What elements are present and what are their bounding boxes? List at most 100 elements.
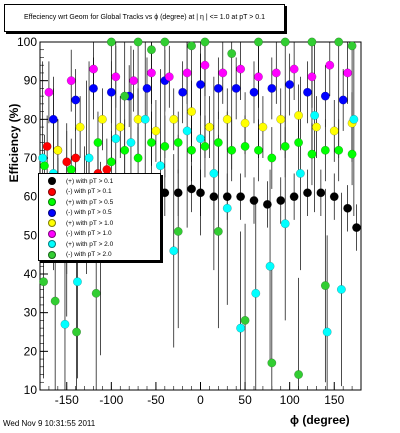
legend-entry: (+) with pT > 2.0 [39, 239, 160, 250]
data-point-series-5 [66, 76, 76, 86]
data-point-series-4 [75, 122, 85, 132]
x-tick-label: 150 [324, 393, 344, 407]
data-point-series-7 [106, 37, 116, 47]
data-point-series-7 [334, 37, 344, 47]
data-point-series-5 [182, 68, 192, 78]
data-point-series-0 [249, 196, 259, 205]
data-point-series-5 [200, 60, 210, 70]
legend-marker [48, 177, 56, 186]
data-point-series-4 [276, 114, 286, 124]
data-point-series-3 [213, 83, 223, 93]
data-point-series-4 [311, 122, 321, 132]
legend-marker [48, 240, 56, 249]
data-point-series-7 [147, 45, 156, 55]
y-tick-label: 30 [24, 306, 38, 320]
data-point-series-2 [40, 161, 49, 171]
data-point-series-6 [182, 126, 192, 136]
data-point-series-0 [262, 199, 272, 209]
data-point-series-4 [258, 122, 268, 132]
data-point-series-0 [343, 203, 353, 213]
data-point-series-6 [126, 138, 136, 147]
data-point-series-0 [329, 192, 339, 202]
legend-label: (+) with pT > 1.0 [66, 219, 114, 227]
data-point-series-3 [231, 83, 241, 93]
y-tick-label: 20 [24, 344, 38, 358]
data-point-series-2 [160, 141, 170, 151]
legend-entry: (-) with pT > 2.0 [39, 250, 160, 261]
data-point-series-4 [204, 122, 214, 132]
data-point-series-6 [322, 327, 332, 337]
data-point-series-6 [222, 203, 232, 213]
data-point-series-7 [120, 91, 130, 101]
data-point-series-3 [142, 83, 152, 93]
data-point-series-6 [251, 288, 261, 298]
data-point-series-5 [89, 64, 98, 74]
data-point-series-3 [285, 80, 295, 89]
data-point-series-0 [352, 223, 361, 233]
data-point-series-2 [334, 145, 344, 155]
x-tick-label: -50 [147, 393, 165, 407]
data-point-series-7 [280, 37, 290, 47]
data-point-series-6 [140, 114, 150, 124]
data-point-series-6 [38, 153, 48, 163]
data-point-series-6 [295, 169, 305, 178]
data-point-series-2 [320, 145, 330, 155]
data-point-series-6 [280, 219, 290, 229]
y-tick-label: 70 [24, 151, 38, 165]
data-point-series-2 [147, 138, 156, 147]
x-tick-label: 100 [280, 393, 300, 407]
data-point-series-7 [72, 327, 82, 337]
legend-marker [48, 198, 56, 207]
data-point-series-4 [240, 118, 250, 128]
data-point-series-6 [236, 323, 246, 333]
data-point-series-2 [200, 141, 210, 151]
y-tick-label: 10 [24, 383, 38, 397]
data-point-series-5 [343, 68, 353, 78]
data-point-series-2 [187, 145, 197, 155]
legend-marker [48, 250, 56, 259]
data-point-series-5 [289, 64, 299, 74]
y-tick-label: 50 [24, 228, 38, 242]
data-point-series-5 [236, 64, 246, 74]
data-point-series-6 [336, 285, 346, 294]
y-tick-label: 40 [24, 267, 38, 281]
data-point-series-3 [196, 80, 205, 89]
x-tick-label: 50 [238, 393, 252, 407]
data-point-series-6 [84, 153, 94, 163]
data-point-series-4 [329, 126, 339, 136]
data-point-series-4 [151, 126, 161, 136]
y-tick-label: 80 [24, 112, 38, 126]
legend-marker [48, 208, 56, 217]
data-point-series-4 [169, 114, 179, 124]
data-point-series-2 [227, 145, 237, 155]
data-point-series-0 [316, 188, 326, 198]
data-point-series-4 [115, 122, 125, 132]
data-point-series-5 [325, 60, 335, 70]
data-point-series-2 [133, 153, 143, 163]
data-point-series-2 [280, 141, 290, 151]
data-point-series-7 [240, 315, 250, 325]
data-point-series-2 [240, 141, 250, 151]
data-point-series-4 [97, 114, 107, 124]
data-point-series-0 [160, 188, 170, 198]
data-point-series-7 [267, 358, 277, 368]
data-point-series-7 [50, 296, 60, 306]
data-point-series-2 [106, 157, 116, 167]
data-point-series-5 [147, 68, 156, 78]
legend-entry: (+) with pT > 1.0 [39, 218, 160, 229]
data-point-series-1 [71, 153, 81, 163]
data-point-series-0 [303, 188, 312, 198]
legend-marker [48, 219, 56, 228]
legend-entry: (-) with pT > 1.0 [39, 229, 160, 240]
legend-label: (-) with pT > 2.0 [66, 251, 112, 259]
data-point-series-3 [178, 87, 188, 97]
data-point-series-4 [294, 111, 304, 120]
legend-marker [48, 187, 56, 196]
data-point-series-0 [289, 192, 299, 202]
data-point-series-0 [173, 188, 183, 198]
data-point-series-4 [222, 114, 232, 124]
data-point-series-2 [307, 149, 317, 159]
data-point-series-7 [187, 41, 197, 51]
data-point-series-6 [265, 261, 275, 271]
data-point-series-1 [42, 141, 52, 151]
